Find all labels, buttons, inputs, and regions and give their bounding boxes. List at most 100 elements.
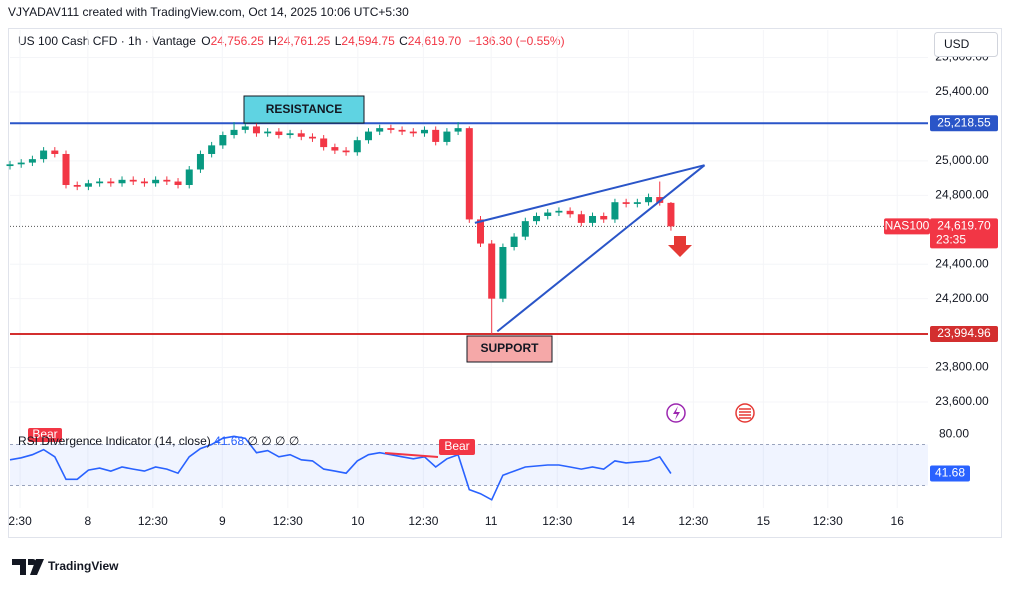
candle-body	[17, 162, 25, 165]
flag-icon	[735, 403, 755, 423]
candle-body	[286, 133, 294, 136]
trendline	[496, 164, 706, 333]
candle-body	[96, 181, 104, 184]
l-label: L	[335, 34, 342, 48]
legend: US 100 Cash CFD · 1h · Vantage O24,756.2…	[18, 34, 565, 48]
c-label: C	[399, 34, 408, 48]
rsi-value-tag	[930, 465, 970, 482]
y-tick-label: 24,200.00	[935, 291, 989, 305]
candle-body	[107, 181, 115, 184]
candle-body	[163, 179, 171, 182]
bear-text: Bear	[444, 439, 469, 453]
c-value: 24,619.70	[408, 34, 462, 48]
candle-body	[118, 179, 126, 184]
l-value: 24,594.75	[341, 34, 395, 48]
candle-body	[62, 153, 70, 185]
candle-body	[667, 202, 675, 227]
rsi-line	[9, 435, 672, 501]
candle-body	[320, 138, 328, 148]
candle-body	[51, 150, 59, 154]
candle-body	[174, 181, 182, 185]
x-tick-label: 8	[85, 514, 92, 528]
symbol: US 100 Cash CFD · 1h · Vantage	[18, 34, 196, 48]
down-arrow	[668, 236, 692, 257]
divergence-line	[384, 452, 439, 458]
candle-body	[544, 212, 552, 216]
currency-button[interactable]	[934, 32, 998, 57]
candle-body	[84, 183, 92, 187]
x-tick-label: 10	[351, 514, 365, 528]
level-label: 25,218.55	[937, 115, 991, 129]
bear-tag	[439, 439, 475, 455]
bear-tag	[28, 428, 62, 442]
x-tick-label: 12:30	[813, 514, 843, 528]
chart-frame	[8, 28, 1002, 538]
rsi-value-label: 41.68	[935, 466, 965, 480]
y-tick-label: 25,000.00	[935, 153, 989, 167]
change: −136.30 (−0.55%)	[469, 34, 565, 48]
candle-body	[331, 147, 339, 151]
candle-body	[577, 214, 585, 223]
candle-body	[241, 126, 249, 130]
candle-body	[398, 129, 406, 132]
x-tick-label: 2:30	[8, 514, 32, 528]
candle-body	[6, 164, 14, 167]
candle-body	[219, 135, 227, 146]
h-label: H	[268, 34, 277, 48]
y-tick-label: 23,800.00	[935, 360, 989, 374]
candle-body	[443, 131, 451, 142]
x-tick-label: 15	[757, 514, 771, 528]
candle-body	[73, 184, 81, 187]
x-tick-label: 16	[891, 514, 905, 528]
rsi-tick-label: 80.00	[939, 426, 969, 440]
last-price-label: 24,619.70	[937, 219, 991, 233]
candle-body	[622, 202, 630, 204]
y-tick-label: 23,600.00	[935, 394, 989, 408]
plot-layer: 23,600.00 23,800.00 24,200.00 24,400.00 24,8…	[6, 30, 998, 528]
candle-body	[252, 126, 260, 134]
x-tick-label: 14	[622, 514, 636, 528]
candle-body	[308, 136, 316, 139]
candle-body	[465, 128, 473, 220]
x-tick-label: 11	[485, 514, 498, 528]
x-tick-label: 12:30	[408, 514, 438, 528]
x-tick-label: 9	[219, 514, 226, 528]
candle-body	[454, 128, 462, 132]
candle-body	[152, 179, 160, 184]
flag-stripes	[739, 408, 751, 419]
currency: USD	[944, 37, 970, 51]
symbol-tag	[884, 218, 930, 235]
x-tick-label: 12:30	[273, 514, 303, 528]
x-tick-label: 12:30	[138, 514, 168, 528]
candle-body	[566, 210, 574, 215]
candle-body	[645, 197, 653, 203]
candle-body	[432, 129, 440, 142]
x-tick-label: 12:30	[678, 514, 708, 528]
candle-body	[510, 236, 518, 247]
candle-body	[129, 179, 137, 182]
y-tick-label: 24,400.00	[935, 256, 989, 270]
lightning	[673, 406, 680, 420]
candle-body	[140, 181, 148, 184]
level-tag	[930, 325, 998, 342]
candle-body	[521, 221, 529, 237]
credit: VJYADAV111 created with TradingView.com,…	[8, 5, 409, 19]
candle-body	[376, 128, 384, 132]
resistance-label: RESISTANCE	[266, 102, 342, 116]
candle-body	[185, 169, 193, 185]
level-tag	[930, 115, 998, 132]
candle-body	[208, 145, 216, 154]
brand: TradingView	[48, 559, 119, 573]
level-label: 23,994.96	[937, 326, 991, 340]
h-value: 24,761.25	[277, 34, 331, 48]
candle-body	[499, 246, 507, 299]
candle-body	[297, 133, 305, 137]
candle-body	[533, 215, 541, 222]
bear-text: Bear	[32, 427, 57, 441]
candle-body	[420, 129, 428, 134]
support-box	[466, 335, 553, 363]
y-tick-label: 25,400.00	[935, 84, 989, 98]
rsi-status: ∅ ∅ ∅ ∅	[247, 434, 299, 448]
candle-body	[555, 210, 563, 213]
